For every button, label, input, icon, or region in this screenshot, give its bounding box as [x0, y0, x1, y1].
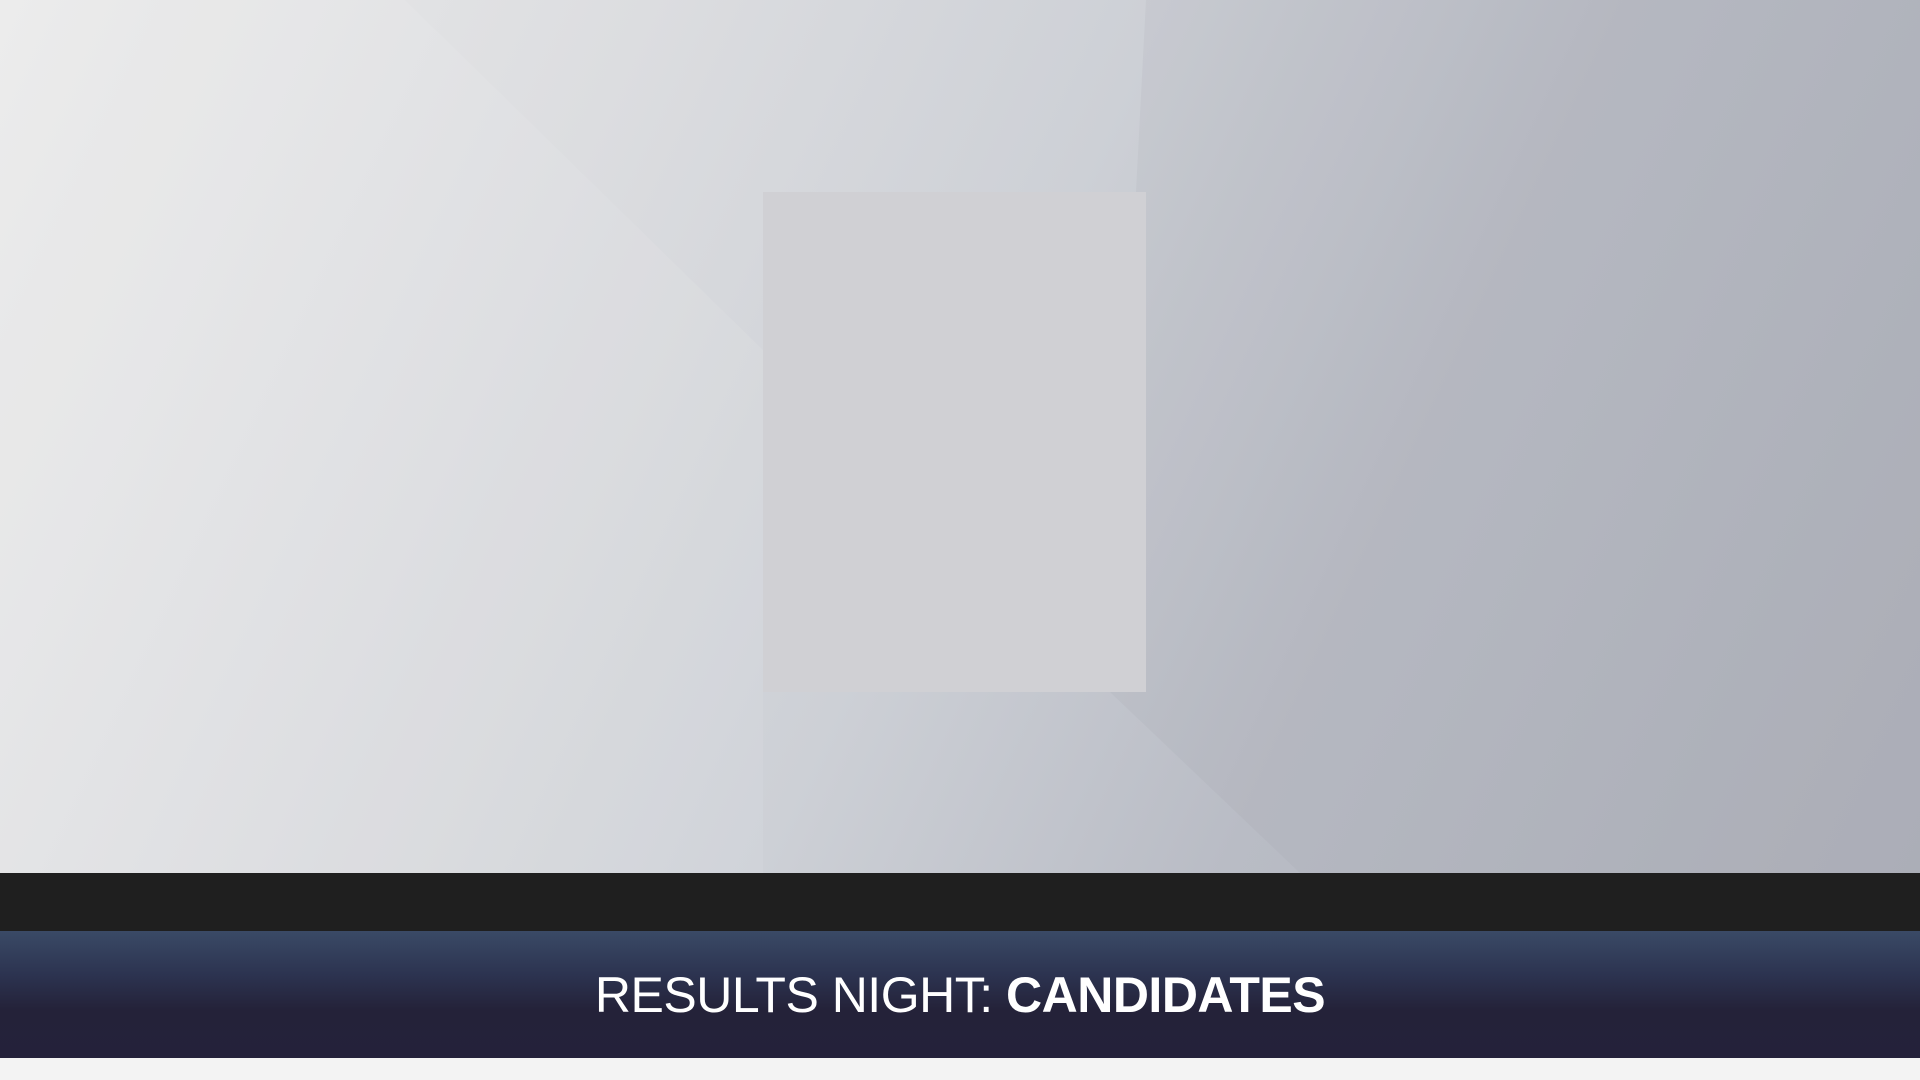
bottom-strip: [0, 1058, 1920, 1080]
candidate-portrait-placeholder: [763, 192, 1146, 692]
lower-third-title: RESULTS NIGHT: CANDIDATES: [594, 966, 1326, 1024]
right-facet: [1110, 0, 1920, 873]
lower-third-title-bar: RESULTS NIGHT: CANDIDATES: [0, 931, 1920, 1058]
lower-third-top-band: [0, 873, 1920, 931]
background-gradient: [0, 0, 1920, 873]
title-prefix: RESULTS NIGHT:: [594, 966, 1006, 1023]
title-emphasis: CANDIDATES: [1006, 966, 1326, 1023]
background-facets: [0, 0, 1920, 873]
left-facet: [0, 0, 763, 873]
